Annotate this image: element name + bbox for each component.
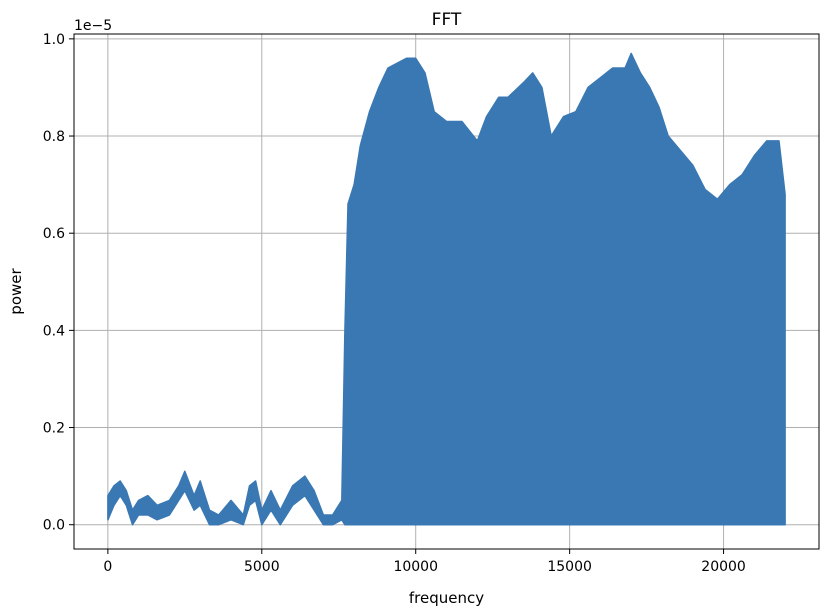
y-offset-label: 1e−5 bbox=[74, 18, 112, 34]
y-tick-label: 0.6 bbox=[43, 226, 65, 242]
y-tick-label: 1.0 bbox=[43, 32, 65, 48]
x-tick-label: 0 bbox=[103, 559, 112, 575]
y-tick-label: 0.4 bbox=[43, 323, 65, 339]
x-tick-label: 20000 bbox=[701, 559, 746, 575]
plot-area bbox=[107, 52, 786, 526]
y-tick-label: 0.2 bbox=[43, 421, 65, 437]
x-tick-label: 10000 bbox=[393, 559, 438, 575]
y-axis-label: power bbox=[7, 267, 25, 314]
y-axis: 0.0 0.2 0.4 0.6 0.8 1.0 bbox=[43, 32, 74, 534]
y-tick-label: 0.0 bbox=[43, 518, 65, 534]
x-axis: 0 5000 10000 15000 20000 bbox=[103, 549, 746, 575]
x-axis-label: frequency bbox=[409, 589, 484, 607]
y-tick-label: 0.8 bbox=[43, 129, 65, 145]
axes-frame bbox=[73, 33, 820, 550]
x-tick-label: 15000 bbox=[547, 559, 592, 575]
chart-title: FFT bbox=[432, 10, 462, 30]
x-tick-label: 5000 bbox=[244, 559, 280, 575]
fft-series bbox=[107, 52, 786, 526]
